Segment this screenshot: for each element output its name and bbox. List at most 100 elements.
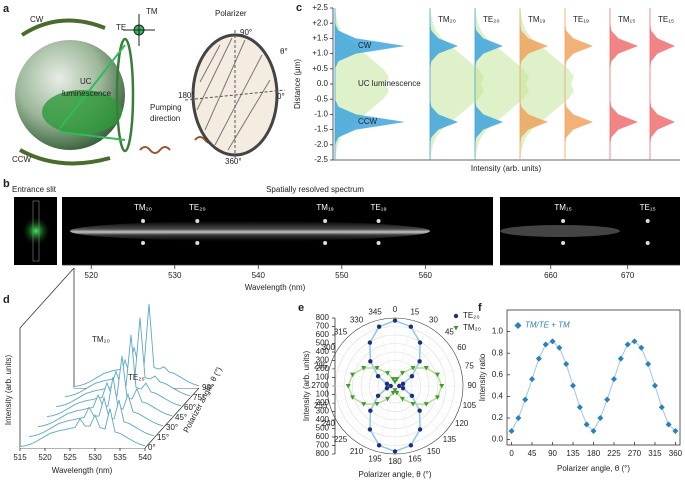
column-label: TE₁₅ bbox=[658, 15, 674, 24]
point bbox=[604, 396, 611, 403]
point bbox=[384, 381, 390, 387]
r-tick-label: 200 bbox=[316, 364, 330, 373]
series-label: 45° bbox=[175, 413, 187, 422]
point bbox=[631, 338, 638, 345]
point bbox=[361, 365, 367, 371]
series-label: 90° bbox=[202, 383, 214, 392]
panel-label: f bbox=[478, 302, 482, 314]
y-tick-label: +2.5 bbox=[312, 3, 328, 12]
ring bbox=[115, 37, 135, 153]
profile-area bbox=[565, 8, 593, 160]
label: direction bbox=[150, 114, 180, 123]
axes-cross bbox=[123, 14, 155, 46]
grid-spoke bbox=[394, 368, 461, 387]
peak-spot bbox=[561, 219, 566, 223]
point bbox=[394, 377, 400, 382]
point bbox=[417, 408, 422, 413]
point bbox=[361, 402, 367, 407]
guide bbox=[184, 30, 286, 160]
x-tick-label: 520 bbox=[85, 271, 99, 280]
peak-spot bbox=[645, 219, 650, 223]
x-tick-label: 530 bbox=[88, 453, 102, 462]
grid-spoke bbox=[394, 351, 455, 387]
theta-tick-label: 60 bbox=[457, 343, 466, 352]
point bbox=[410, 402, 416, 407]
legend-label: TM₂₀ bbox=[463, 323, 481, 332]
point bbox=[345, 384, 351, 389]
label: 0° bbox=[277, 92, 285, 101]
theta-tick-label: 75 bbox=[465, 361, 474, 370]
point bbox=[556, 344, 563, 351]
x-tick-label: 45 bbox=[528, 449, 537, 458]
point bbox=[384, 385, 390, 391]
y-tick-label: 0.0 bbox=[492, 435, 504, 444]
grid-spoke bbox=[394, 385, 413, 452]
x-tick-label: 540 bbox=[252, 271, 266, 280]
point bbox=[423, 365, 429, 371]
theta-tick-label: 285 bbox=[314, 361, 328, 370]
legend-label: TM/TE + TM bbox=[525, 321, 570, 330]
point bbox=[423, 402, 429, 407]
point bbox=[439, 384, 445, 389]
r-tick-label: 200 bbox=[316, 398, 330, 407]
x-tick-label: 540 bbox=[138, 453, 152, 462]
r-axis-label: Intensity (arb. units) bbox=[302, 351, 311, 422]
spectrum-line bbox=[19, 408, 146, 447]
y-tick-label: 1.0 bbox=[492, 327, 504, 336]
peak-spot bbox=[561, 241, 566, 245]
peak-label: TE₁₅ bbox=[640, 203, 656, 212]
x-tick-label: 0 bbox=[509, 449, 514, 458]
peak-spot bbox=[376, 241, 381, 245]
x-tick-label: 515 bbox=[13, 453, 27, 462]
y-tick-label: +0.5 bbox=[312, 64, 328, 73]
x-tick-label: 90 bbox=[548, 449, 557, 458]
label: TE bbox=[116, 23, 126, 32]
y-tick-label: -0.5 bbox=[314, 94, 328, 103]
peak-spot bbox=[141, 241, 146, 245]
point bbox=[350, 372, 356, 378]
point bbox=[408, 443, 414, 448]
peak-label: TE₁₉ bbox=[371, 203, 387, 212]
theta-axis-label: Polarizer angle, θ (°) bbox=[358, 470, 431, 479]
annotation: CCW bbox=[358, 117, 378, 126]
point bbox=[399, 396, 405, 402]
point bbox=[410, 365, 416, 371]
point bbox=[549, 338, 556, 345]
grid-spoke bbox=[329, 385, 396, 404]
point bbox=[658, 404, 665, 411]
theta-tick-label: 90 bbox=[468, 381, 477, 390]
series-label: 60° bbox=[184, 403, 196, 412]
point bbox=[529, 376, 536, 383]
theta-tick-label: 330 bbox=[350, 315, 364, 324]
theta-tick-label: 135 bbox=[443, 435, 457, 444]
panel-label: b bbox=[3, 178, 10, 190]
x-tick-label: 270 bbox=[628, 449, 642, 458]
x-tick-label: 225 bbox=[607, 449, 621, 458]
point bbox=[417, 359, 422, 364]
point bbox=[570, 382, 577, 389]
fit-line bbox=[511, 340, 676, 432]
x-tick-label: 530 bbox=[168, 271, 182, 280]
point bbox=[399, 371, 405, 376]
x-tick-label: 135 bbox=[566, 449, 580, 458]
label: 360° bbox=[225, 157, 242, 166]
r-tick-label: 600 bbox=[316, 432, 330, 441]
label: 180° bbox=[178, 91, 195, 100]
x-axis-label: Polarizer angle, θ (°) bbox=[557, 464, 630, 473]
peak-spot bbox=[195, 219, 200, 223]
theta-tick-label: 210 bbox=[350, 447, 364, 456]
peak-label: TM₁₅ bbox=[554, 203, 571, 212]
annotation: TM₂₀ bbox=[92, 335, 110, 344]
spectrum-image bbox=[14, 197, 680, 265]
spectrum-line bbox=[28, 396, 155, 437]
peak-spot bbox=[323, 219, 328, 223]
r-tick-label: 100 bbox=[316, 390, 330, 399]
label: θ° bbox=[280, 47, 288, 56]
label: CW bbox=[30, 15, 44, 24]
slit-glow bbox=[22, 217, 50, 245]
r-tick-label: 800 bbox=[316, 313, 330, 322]
point bbox=[392, 449, 398, 454]
point bbox=[417, 427, 423, 432]
theta-tick-label: 180 bbox=[388, 457, 402, 466]
